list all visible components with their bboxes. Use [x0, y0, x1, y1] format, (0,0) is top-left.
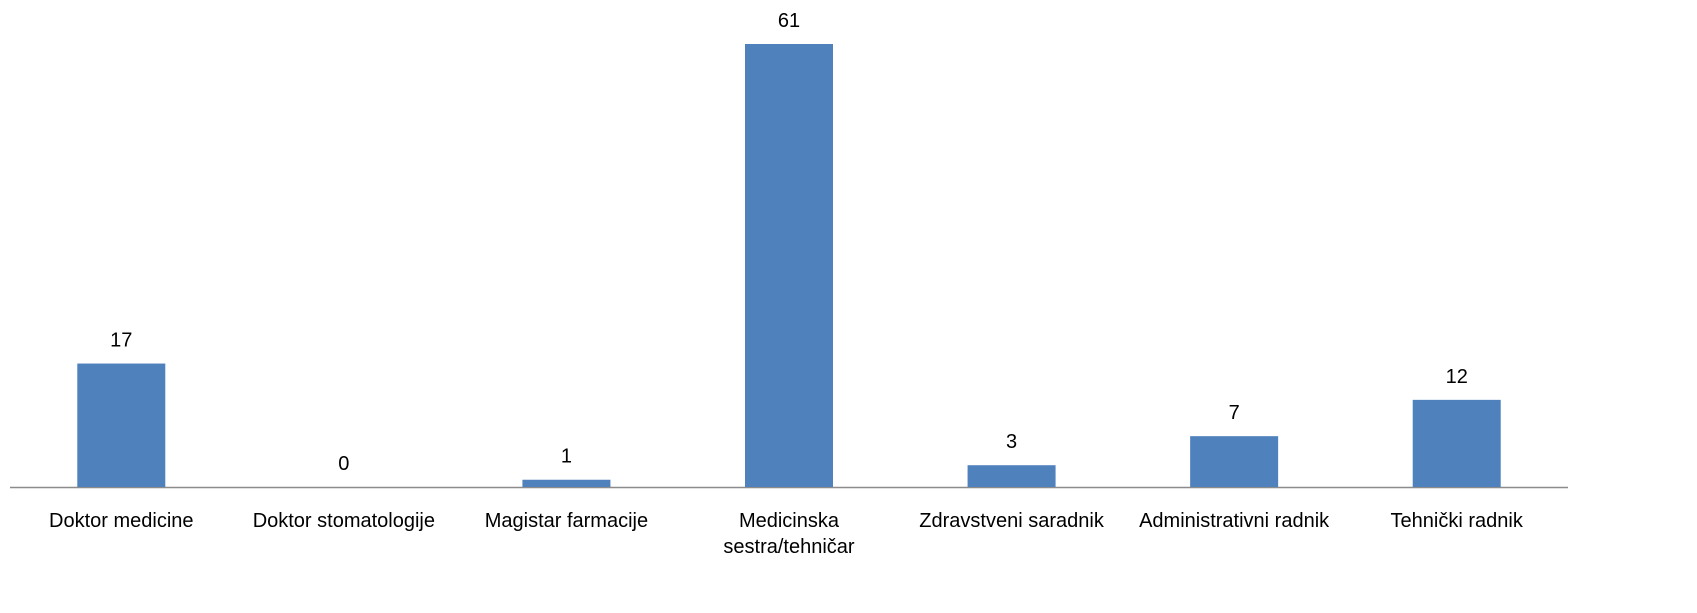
bar: [77, 363, 166, 487]
x-tick-label: Doktor stomatologije: [252, 510, 435, 532]
bar: [522, 479, 611, 487]
bar: [967, 465, 1056, 487]
bar: [1412, 399, 1501, 487]
data-label: 17: [110, 330, 132, 352]
x-tick-label: Zdravstveni saradnik: [919, 510, 1104, 532]
data-label: 1: [561, 446, 572, 468]
x-tick-label: Administrativni radnik: [1139, 510, 1330, 532]
data-label: 7: [1229, 402, 1240, 424]
x-tick-label: Tehnički radnik: [1390, 510, 1523, 532]
x-tick-label: Doktor medicine: [49, 510, 194, 532]
data-label: 12: [1446, 366, 1468, 388]
bar: [1190, 436, 1279, 487]
data-label: 0: [338, 453, 349, 475]
x-tick-label: Magistar farmacije: [484, 510, 649, 532]
bar: [745, 44, 833, 487]
data-label: 61: [778, 10, 800, 32]
x-tick-label: Medicinska sestra/tehničar: [723, 510, 855, 558]
data-label: 3: [1006, 431, 1017, 453]
